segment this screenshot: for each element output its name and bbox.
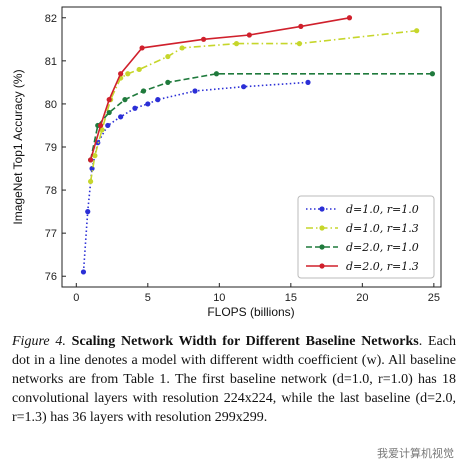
legend: d=1.0, r=1.0 d=1.0, r=1.3 d=2.0, r=1.0 d=2.… xyxy=(297,195,435,279)
data-point xyxy=(106,97,112,103)
data-point xyxy=(192,88,198,94)
figure-label: Figure 4. xyxy=(12,334,66,349)
figure-caption: Figure 4. Scaling Network Width for Diff… xyxy=(12,332,456,427)
x-tick-label: 20 xyxy=(356,292,368,304)
data-point xyxy=(165,53,171,60)
data-point xyxy=(179,45,185,51)
data-point xyxy=(118,71,124,77)
legend-marker xyxy=(319,206,325,212)
y-axis-label: ImageNet Top1 Accuracy (%) xyxy=(11,69,25,224)
data-point xyxy=(125,71,131,77)
y-tick-label: 82 xyxy=(45,13,57,25)
legend-label: d=2.0, r=1.3 xyxy=(346,260,419,273)
data-point xyxy=(296,41,303,47)
data-point xyxy=(414,28,420,34)
scaling-width-chart: 0 5 10 15 20 25 76 77 78 79 80 81 82 FLOPS (billions… xyxy=(11,6,442,319)
legend-label: d=1.0, r=1.3 xyxy=(346,222,419,235)
data-point xyxy=(105,122,111,129)
caption-body: . Each dot in a line denotes a model wit… xyxy=(12,334,456,425)
legend-label: d=2.0, r=1.0 xyxy=(346,241,419,254)
y-tick-label: 80 xyxy=(45,99,57,111)
watermark-logo: 我爱计算机视觉 xyxy=(374,444,457,462)
series-4 xyxy=(88,15,353,163)
series-1 xyxy=(80,79,311,275)
data-point xyxy=(213,71,220,77)
y-tick-label: 81 xyxy=(45,56,57,68)
series-line xyxy=(89,17,350,161)
data-point xyxy=(140,88,147,94)
x-tick-label: 10 xyxy=(213,292,225,304)
legend-marker xyxy=(319,244,325,250)
x-tick-label: 15 xyxy=(285,292,297,304)
data-point xyxy=(88,178,94,185)
data-point xyxy=(98,122,104,129)
data-point xyxy=(99,127,105,133)
data-point xyxy=(233,41,240,47)
data-point xyxy=(139,45,145,51)
data-point xyxy=(88,157,94,163)
legend-marker xyxy=(319,263,325,269)
series-3 xyxy=(88,71,436,163)
data-point xyxy=(346,15,353,21)
data-point xyxy=(429,71,436,77)
data-point xyxy=(106,109,112,116)
data-point xyxy=(200,36,207,42)
data-point xyxy=(132,105,138,111)
series-2 xyxy=(88,28,420,185)
y-tick-label: 78 xyxy=(45,185,57,197)
x-tick-label: 0 xyxy=(73,292,79,304)
data-point xyxy=(145,101,151,107)
x-tick-label: 5 xyxy=(145,292,151,304)
data-point xyxy=(85,209,91,215)
y-tick-label: 76 xyxy=(45,271,57,283)
data-point xyxy=(118,114,124,120)
legend-box xyxy=(297,195,435,279)
data-point xyxy=(122,97,128,103)
data-point xyxy=(305,79,311,85)
data-point xyxy=(246,32,252,38)
x-tick-label: 25 xyxy=(428,292,440,304)
data-point xyxy=(165,79,171,85)
data-point xyxy=(136,66,142,73)
y-tick-label: 77 xyxy=(45,228,57,240)
data-point xyxy=(241,84,247,90)
data-point xyxy=(298,23,304,29)
data-point xyxy=(92,153,98,159)
data-point xyxy=(80,269,87,275)
x-axis-label: FLOPS (billions) xyxy=(207,305,294,319)
legend-label: d=1.0, r=1.0 xyxy=(346,203,419,216)
legend-marker xyxy=(319,225,325,231)
series-line xyxy=(89,73,433,161)
data-point xyxy=(155,97,161,103)
series-line xyxy=(82,81,309,272)
y-tick-label: 79 xyxy=(45,142,57,154)
figure-title: Scaling Network Width for Different Base… xyxy=(71,334,419,349)
series-line xyxy=(89,29,417,182)
